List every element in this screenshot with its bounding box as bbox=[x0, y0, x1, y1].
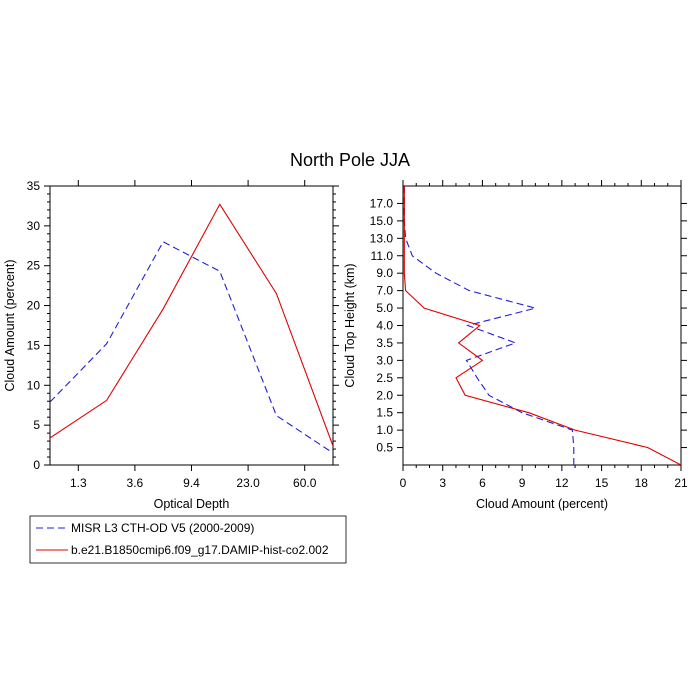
x-tick-label: 0 bbox=[400, 476, 407, 490]
y-tick-label: 15 bbox=[27, 338, 41, 352]
x-tick-label: 9.4 bbox=[183, 476, 200, 490]
y-tick-label: 0 bbox=[33, 458, 40, 472]
x-tick-label: 21 bbox=[674, 476, 688, 490]
y-tick-label: 11.0 bbox=[371, 249, 394, 263]
x-axis-label: Optical Depth bbox=[154, 497, 230, 511]
x-tick-label: 1.3 bbox=[70, 476, 87, 490]
y-tick-label: 25 bbox=[27, 259, 41, 273]
legend: MISR L3 CTH-OD V5 (2000-2009) b.e21.B1850… bbox=[29, 515, 347, 564]
obs-series-line bbox=[403, 186, 575, 465]
y-tick-label: 5.0 bbox=[376, 301, 393, 315]
y-tick-label: 3.0 bbox=[376, 353, 393, 367]
y-tick-label: 3.5 bbox=[376, 336, 393, 350]
x-tick-label: 3.6 bbox=[127, 476, 144, 490]
y-tick-label: 4.0 bbox=[376, 319, 393, 333]
y-tick-label: 0.5 bbox=[376, 441, 393, 455]
y-tick-label: 30 bbox=[27, 219, 41, 233]
y-tick-label: 17.0 bbox=[370, 196, 394, 210]
x-tick-label: 3 bbox=[439, 476, 446, 490]
cloud-top-height-panel: 0.5 1.0 1.5 2.0 2.5 3.0 3.5 4.0 5.0 7.0 9.0 11.0 13.… bbox=[343, 180, 688, 511]
optical-depth-panel: 0 5 10 15 20 25 30 35 1.3 3.6 9.4 23.0 60.0 Optical D… bbox=[3, 179, 339, 511]
y-tick-label: 13.0 bbox=[370, 231, 394, 245]
y-tick-label: 9.0 bbox=[376, 266, 393, 280]
x-tick-label: 12 bbox=[555, 476, 569, 490]
y-tick-label: 35 bbox=[27, 179, 41, 193]
y-tick-label: 10 bbox=[27, 378, 41, 392]
model-series-line bbox=[50, 203, 333, 447]
x-tick-label: 9 bbox=[519, 476, 526, 490]
y-tick-label: 15.0 bbox=[370, 214, 394, 228]
y-tick-label: 7.0 bbox=[376, 284, 393, 298]
obs-series-line bbox=[50, 241, 333, 454]
x-tick-label: 18 bbox=[635, 476, 649, 490]
y-axis-label: Cloud Amount (percent) bbox=[3, 259, 17, 391]
legend-label: b.e21.B1850cmip6.f09_g17.DAMIP-hist-co2.… bbox=[71, 543, 329, 557]
y-tick-label: 2.5 bbox=[376, 371, 393, 385]
y-tick-label: 1.0 bbox=[376, 423, 393, 437]
y-tick-label: 5 bbox=[33, 418, 40, 432]
legend-label: MISR L3 CTH-OD V5 (2000-2009) bbox=[71, 521, 254, 535]
y-tick-label: 1.5 bbox=[376, 406, 393, 420]
plot-frame bbox=[49, 185, 334, 466]
model-series-line bbox=[403, 186, 681, 465]
y-axis-label: Cloud Top Height (km) bbox=[343, 263, 357, 387]
x-axis-label: Cloud Amount (percent) bbox=[476, 497, 608, 511]
x-tick-label: 6 bbox=[479, 476, 486, 490]
plot-frame bbox=[402, 185, 682, 466]
y-tick-label: 20 bbox=[27, 299, 41, 313]
y-tick-label: 2.0 bbox=[376, 388, 393, 402]
x-tick-label: 60.0 bbox=[293, 476, 317, 490]
x-tick-label: 23.0 bbox=[236, 476, 260, 490]
x-tick-label: 15 bbox=[595, 476, 609, 490]
chart-title: North Pole JJA bbox=[290, 150, 410, 170]
legend-box bbox=[29, 515, 347, 564]
